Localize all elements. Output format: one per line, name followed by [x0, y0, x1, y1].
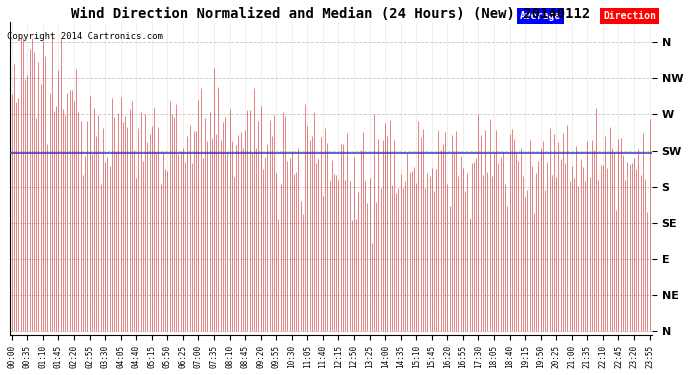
Text: Direction: Direction	[603, 11, 656, 21]
Text: Copyright 2014 Cartronics.com: Copyright 2014 Cartronics.com	[7, 32, 163, 41]
Title: Wind Direction Normalized and Median (24 Hours) (New) 20140112: Wind Direction Normalized and Median (24…	[71, 7, 591, 21]
Text: Average: Average	[520, 11, 561, 21]
